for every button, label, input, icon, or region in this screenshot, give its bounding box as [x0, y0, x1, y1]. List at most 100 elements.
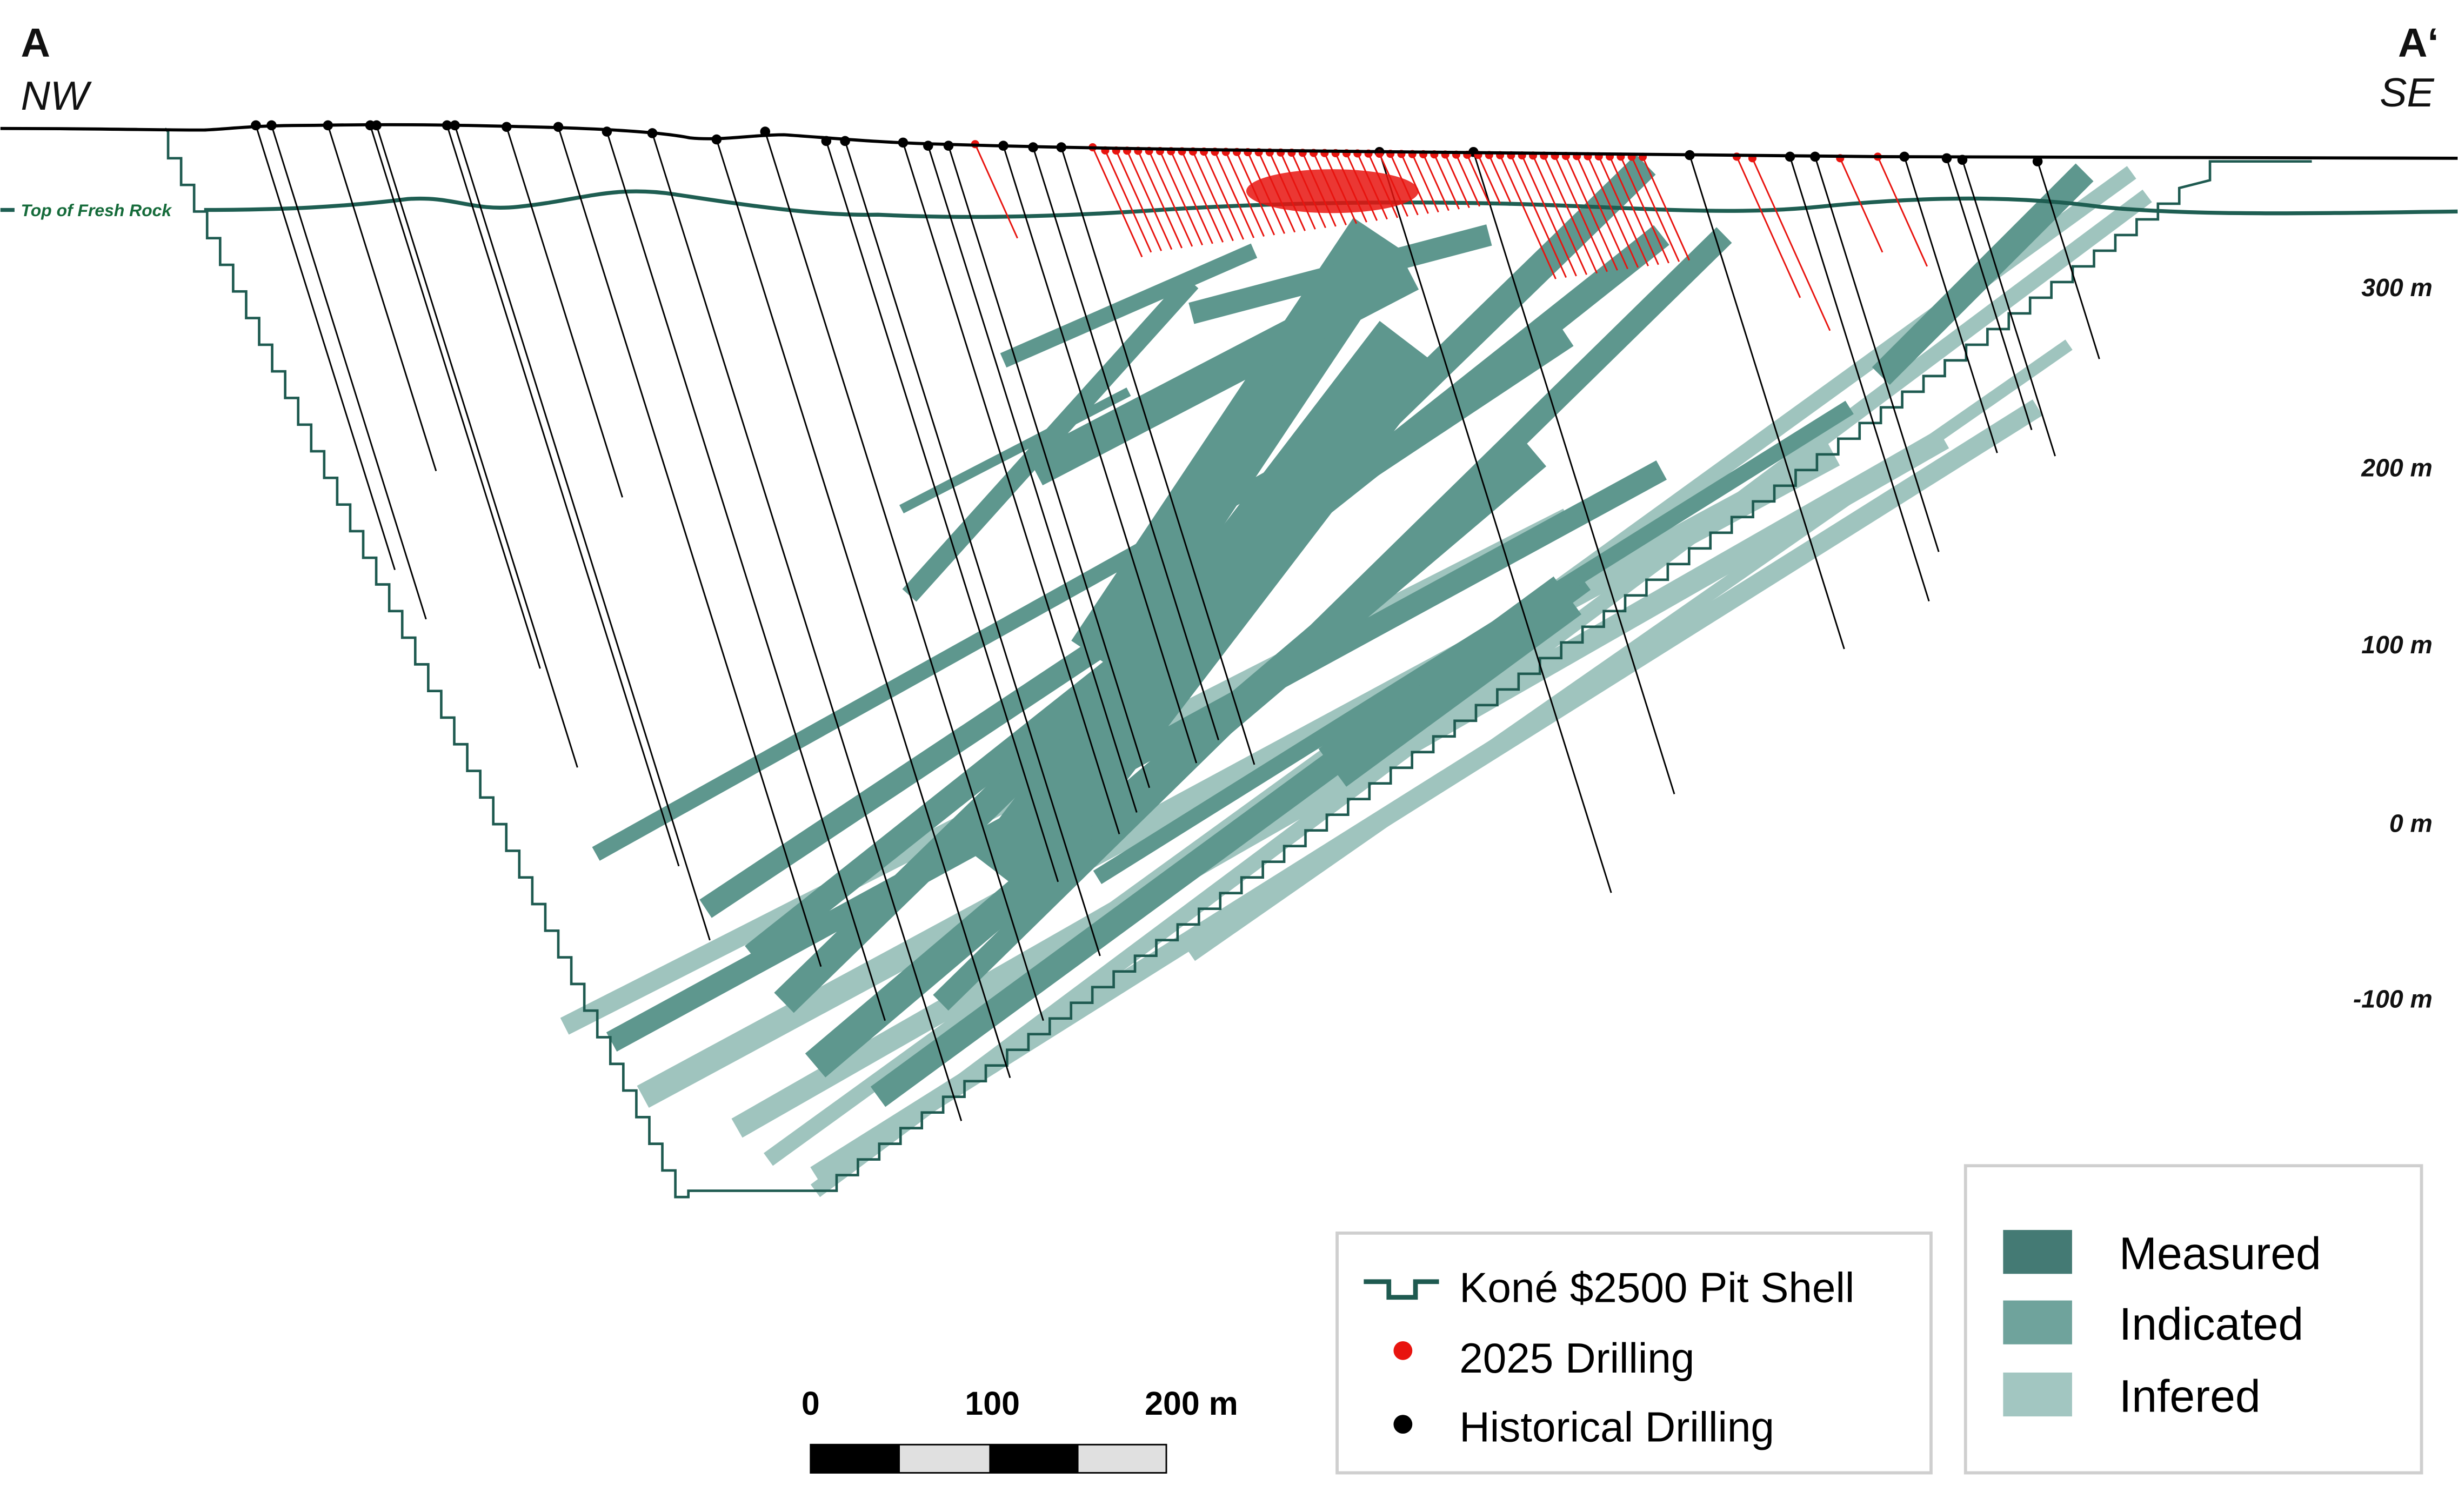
historical-drillhole-trace [327, 125, 437, 472]
pit-shell [164, 128, 2312, 1199]
section-end-label: A‘ [2398, 19, 2439, 65]
historical-drillhole-trace [454, 125, 711, 941]
historical-drillhole-trace [1032, 147, 1219, 740]
drillhole-2025-trace [1576, 156, 1628, 270]
resource-band [933, 227, 1732, 1011]
drillhole-2025-trace [1115, 150, 1163, 251]
resource-band [1000, 243, 1258, 368]
historical-drillhole-trace [947, 145, 1151, 788]
resource-band [810, 189, 2152, 1197]
drillhole-2025-trace [1510, 155, 1567, 278]
drillhole-2025-trace [1411, 153, 1439, 213]
black-dot-icon [1393, 1415, 1413, 1434]
historical-drillhole-trace [2036, 161, 2100, 359]
historical-drillhole-trace [716, 139, 1011, 1078]
indicated-swatch-icon [2003, 1300, 2072, 1344]
legend-label-2025-drilling: 2025 Drilling [1459, 1334, 1694, 1382]
pit-shell-outline [164, 128, 2312, 1199]
drillhole-2025-trace [1433, 154, 1460, 210]
drillhole-2025-trace [974, 144, 1018, 239]
drillhole-2025-trace [1148, 150, 1193, 247]
resource-band [899, 387, 1131, 514]
inferred-swatch-icon [2003, 1372, 2072, 1417]
legend-resources: Measured Indicated Infered [1963, 1164, 2423, 1475]
scale-tick-100: 100 [965, 1385, 1020, 1422]
historical-drillhole-trace [1060, 147, 1255, 765]
historical-drillhole-trace [1378, 151, 1612, 893]
historical-drillhole-trace [1003, 145, 1198, 764]
resource-band [731, 429, 1949, 1138]
historical-drillhole-trace [764, 131, 1044, 1021]
elevation-label: 0 m [2389, 809, 2433, 838]
drillhole-2025-trace [1192, 151, 1234, 242]
historical-drillhole-trace [271, 125, 427, 620]
drillhole-2025-trace [1554, 155, 1608, 272]
historical-drillhole-trace [446, 125, 680, 867]
drillhole-2025-trace [1477, 155, 1501, 204]
drillhole-2025-trace [1587, 156, 1639, 268]
drillhole-2025-trace [1877, 156, 1928, 267]
drillhole-2025-trace [1488, 155, 1511, 203]
historical-drillhole-trace [1961, 159, 2056, 457]
scale-bar: 0 100 200 m [801, 1385, 1238, 1474]
historical-drillhole-trace [505, 126, 623, 498]
drillhole-2025-trace [1400, 153, 1429, 214]
elevation-labels: 300 m 200 m 100 m 0 m -100 m [2353, 273, 2433, 1013]
historical-drillhole-trace [369, 125, 541, 669]
drillhole-2025-trace [1598, 156, 1649, 266]
elevation-label: -100 m [2353, 985, 2433, 1013]
historical-drillhole-trace [1903, 156, 1998, 453]
fresh-rock-line [204, 189, 2458, 219]
resource-band [1188, 224, 1492, 324]
drillhole-2025-trace [1752, 158, 1831, 331]
drillhole-2025-trace [1170, 151, 1213, 244]
drillhole-2025-trace [1543, 155, 1598, 274]
legend-label-inferred: Infered [2119, 1370, 2261, 1421]
resource-band [1026, 259, 1419, 486]
drillhole-2025-trace [1444, 154, 1470, 209]
historical-drillhole-trace [1472, 151, 1675, 794]
resource-band [637, 443, 1840, 1108]
drillhole-2025-trace [1092, 146, 1143, 258]
topography-line [0, 123, 2458, 160]
historical-drillhole-trace [255, 125, 396, 570]
drillhole-2025-trace [1620, 156, 1669, 264]
historical-drillhole-trace [1689, 155, 1845, 650]
pit-shell-line-icon [1364, 1279, 1439, 1300]
drillhole-2025-trace [1736, 156, 1801, 298]
resource-band [1318, 576, 1582, 787]
historical-drillhole-trace [651, 133, 963, 1121]
scale-tick-200: 200 m [1145, 1385, 1238, 1422]
historical-collar-dot [2032, 156, 2043, 166]
historical-drillhole-trace [606, 131, 886, 1021]
drillhole-2025-trace [1609, 156, 1659, 265]
drillhole-2025-trace [1499, 155, 1557, 279]
drillhole-2025-trace [1225, 151, 1265, 237]
historical-drillhole-trace [1946, 158, 2033, 431]
drillhole-2025-trace [1104, 150, 1152, 253]
drillhole-2025-trace [1521, 155, 1577, 277]
elevation-label: 200 m [2361, 453, 2433, 481]
drillhole-2025-trace [1466, 154, 1491, 205]
drillhole-2025-trace [1631, 156, 1680, 262]
section-start-label: A [21, 19, 50, 65]
historical-drillhole-trace [1789, 156, 1930, 601]
historical-drillhole-trace [902, 142, 1120, 834]
historical-drillhole-trace [825, 141, 1059, 882]
drillhole-2025-trace [1839, 158, 1883, 253]
historical-drillhole-trace [557, 126, 822, 967]
fresh-rock-label: Top of Fresh Rock [21, 200, 172, 220]
resource-band [1093, 400, 1854, 885]
drillhole-2025-trace [1181, 151, 1224, 243]
drillhole-2025-trace [1214, 151, 1255, 238]
section-end-direction: SE [2380, 70, 2434, 115]
legend-label-historical-drilling: Historical Drilling [1459, 1403, 1774, 1451]
historical-drillhole-trace [1814, 156, 1940, 552]
scale-tick-0: 0 [801, 1385, 820, 1422]
elevation-label: 300 m [2361, 273, 2433, 302]
measured-swatch-icon [2003, 1230, 2072, 1274]
resource-band [902, 276, 1199, 602]
historical-drillhole-trace [844, 141, 1101, 956]
red-dot-icon [1393, 1341, 1413, 1360]
